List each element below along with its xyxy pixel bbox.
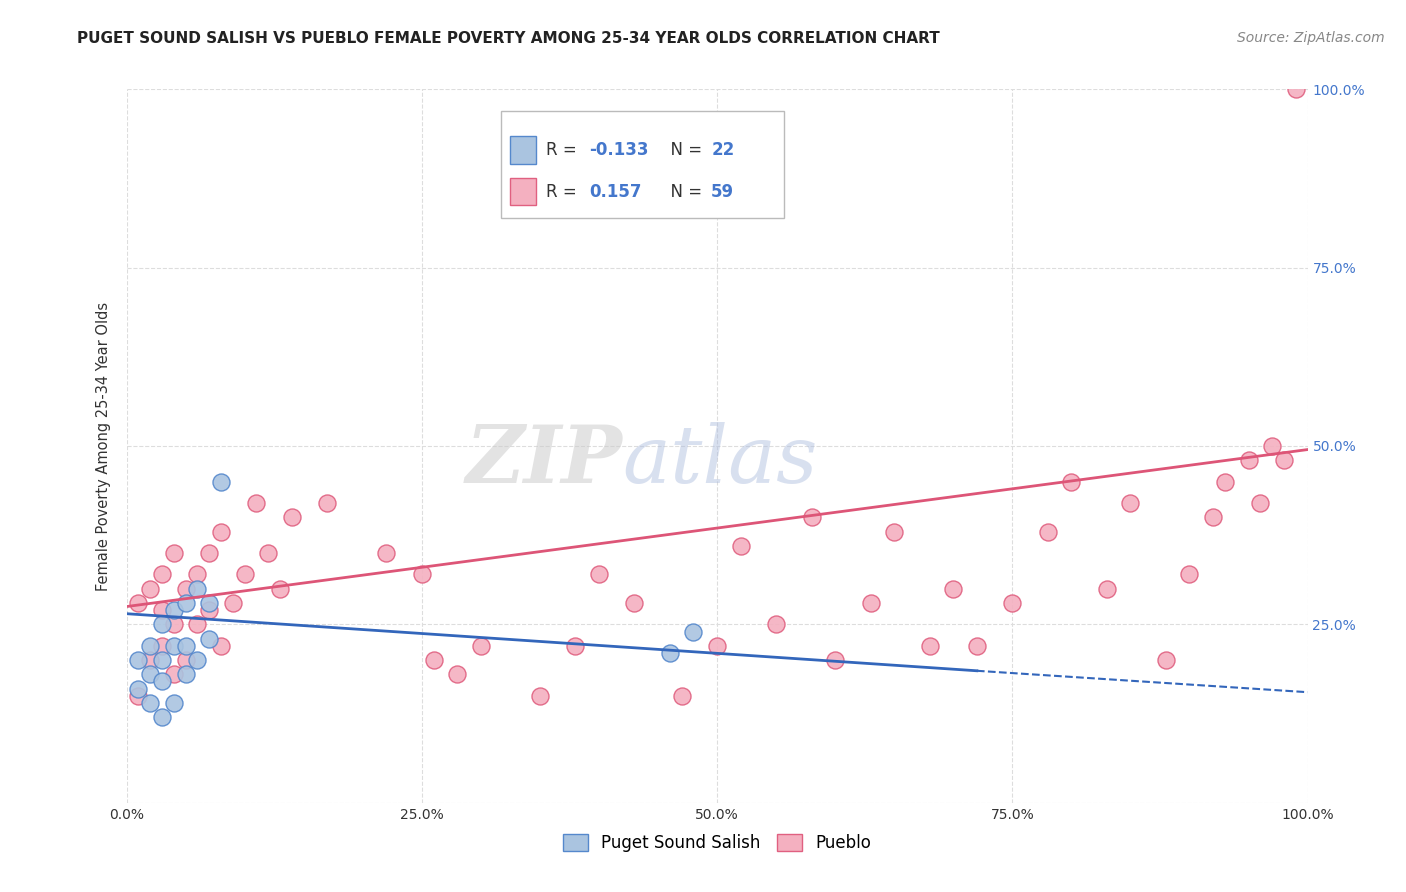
- FancyBboxPatch shape: [501, 111, 785, 218]
- Point: [150, 639, 173, 653]
- Point: [269, 582, 291, 596]
- Point: [800, 510, 823, 524]
- Point: [1272, 453, 1295, 467]
- Point: [1178, 567, 1201, 582]
- Point: [186, 617, 208, 632]
- Legend: Puget Sound Salish, Pueblo: Puget Sound Salish, Pueblo: [557, 827, 877, 859]
- Point: [139, 667, 162, 681]
- Point: [411, 567, 433, 582]
- Text: atlas: atlas: [623, 422, 818, 499]
- Point: [198, 603, 221, 617]
- FancyBboxPatch shape: [510, 178, 536, 205]
- Point: [127, 596, 149, 610]
- Point: [1001, 596, 1024, 610]
- Point: [529, 689, 551, 703]
- Text: 59: 59: [711, 183, 734, 201]
- Text: 22: 22: [711, 141, 734, 159]
- Text: N =: N =: [661, 183, 707, 201]
- Point: [883, 524, 905, 539]
- Point: [446, 667, 468, 681]
- Point: [281, 510, 304, 524]
- Point: [918, 639, 941, 653]
- Point: [150, 603, 173, 617]
- Text: PUGET SOUND SALISH VS PUEBLO FEMALE POVERTY AMONG 25-34 YEAR OLDS CORRELATION CH: PUGET SOUND SALISH VS PUEBLO FEMALE POVE…: [77, 31, 941, 46]
- Point: [150, 710, 173, 724]
- Point: [163, 617, 186, 632]
- Point: [174, 653, 197, 667]
- Point: [375, 546, 398, 560]
- Text: Source: ZipAtlas.com: Source: ZipAtlas.com: [1237, 31, 1385, 45]
- Point: [942, 582, 965, 596]
- Point: [174, 639, 197, 653]
- Point: [564, 639, 586, 653]
- Point: [163, 667, 186, 681]
- Point: [174, 596, 197, 610]
- Point: [209, 475, 232, 489]
- Point: [966, 639, 988, 653]
- Point: [1249, 496, 1271, 510]
- Point: [163, 546, 186, 560]
- Text: -0.133: -0.133: [589, 141, 650, 159]
- Point: [222, 596, 245, 610]
- Point: [150, 567, 173, 582]
- Text: 0.157: 0.157: [589, 183, 643, 201]
- Point: [671, 689, 693, 703]
- Point: [623, 596, 645, 610]
- Point: [1095, 582, 1118, 596]
- Point: [163, 603, 186, 617]
- Text: ZIP: ZIP: [465, 422, 623, 499]
- Point: [824, 653, 846, 667]
- Point: [682, 624, 704, 639]
- Point: [163, 639, 186, 653]
- FancyBboxPatch shape: [510, 136, 536, 163]
- Point: [245, 496, 267, 510]
- Point: [198, 546, 221, 560]
- Point: [1119, 496, 1142, 510]
- Text: N =: N =: [661, 141, 707, 159]
- Point: [706, 639, 728, 653]
- Point: [316, 496, 339, 510]
- Point: [1237, 453, 1260, 467]
- Point: [174, 582, 197, 596]
- Point: [186, 582, 208, 596]
- Point: [1285, 82, 1308, 96]
- Point: [470, 639, 492, 653]
- Point: [150, 617, 173, 632]
- Point: [209, 639, 232, 653]
- Point: [859, 596, 882, 610]
- Point: [198, 596, 221, 610]
- Point: [186, 567, 208, 582]
- Point: [588, 567, 610, 582]
- Point: [730, 539, 752, 553]
- Point: [127, 653, 149, 667]
- Point: [1154, 653, 1177, 667]
- Point: [1060, 475, 1083, 489]
- Text: R =: R =: [546, 141, 582, 159]
- Point: [127, 689, 149, 703]
- Y-axis label: Female Poverty Among 25-34 Year Olds: Female Poverty Among 25-34 Year Olds: [96, 301, 111, 591]
- Point: [174, 667, 197, 681]
- Point: [139, 653, 162, 667]
- Point: [233, 567, 256, 582]
- Point: [1213, 475, 1236, 489]
- Point: [198, 632, 221, 646]
- Point: [1261, 439, 1284, 453]
- Point: [186, 653, 208, 667]
- Point: [139, 582, 162, 596]
- Point: [209, 524, 232, 539]
- Point: [658, 646, 681, 660]
- Point: [127, 681, 149, 696]
- Point: [1202, 510, 1225, 524]
- Point: [139, 639, 162, 653]
- Point: [422, 653, 444, 667]
- Point: [139, 696, 162, 710]
- Text: R =: R =: [546, 183, 582, 201]
- Point: [1036, 524, 1059, 539]
- Point: [150, 653, 173, 667]
- Point: [150, 674, 173, 689]
- Point: [257, 546, 280, 560]
- Point: [765, 617, 787, 632]
- Point: [163, 696, 186, 710]
